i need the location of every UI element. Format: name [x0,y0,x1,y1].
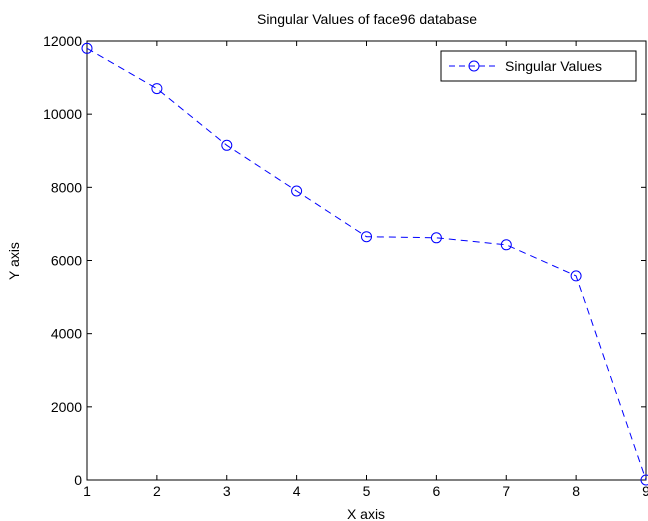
legend-marker [468,60,480,72]
y-tick-label: 12000 [43,33,82,49]
y-tick-label: 6000 [51,253,82,269]
x-tick-label: 3 [223,483,231,499]
x-tick-label: 5 [363,483,371,499]
y-tick-label: 2000 [51,399,82,415]
y-tick-label: 0 [74,472,82,488]
plot-area [86,40,647,481]
y-tick-label: 8000 [51,179,82,195]
legend-label: Singular Values [505,58,602,74]
x-axis-label: X axis [347,506,385,521]
data-point [221,139,233,151]
x-tick-label: 2 [153,483,161,499]
series-line [86,47,647,481]
axis-ticks: 1 2 3 4 5 6 7 8 9 0 2000 4000 6000 8000 10000 12000 [43,33,648,499]
legend: Singular Values [440,50,637,82]
x-tick-label: 7 [502,483,510,499]
x-tick-label: 4 [293,483,301,499]
data-point [500,239,512,251]
y-axis-label: Y axis [6,242,22,280]
data-point [430,232,442,244]
series-layer [81,42,648,486]
data-point [640,474,648,486]
x-tick-label: 8 [572,483,580,499]
data-point [151,83,163,95]
x-tick-label: 9 [642,483,648,499]
data-point [291,185,303,197]
y-tick-label: 10000 [43,106,82,122]
chart-title: Singular Values of face96 database [257,11,477,27]
x-tick-label: 1 [83,483,91,499]
x-tick-label: 6 [432,483,440,499]
data-point [81,42,93,54]
y-tick-label: 4000 [51,326,82,342]
data-point [361,231,372,243]
data-point [570,270,582,282]
